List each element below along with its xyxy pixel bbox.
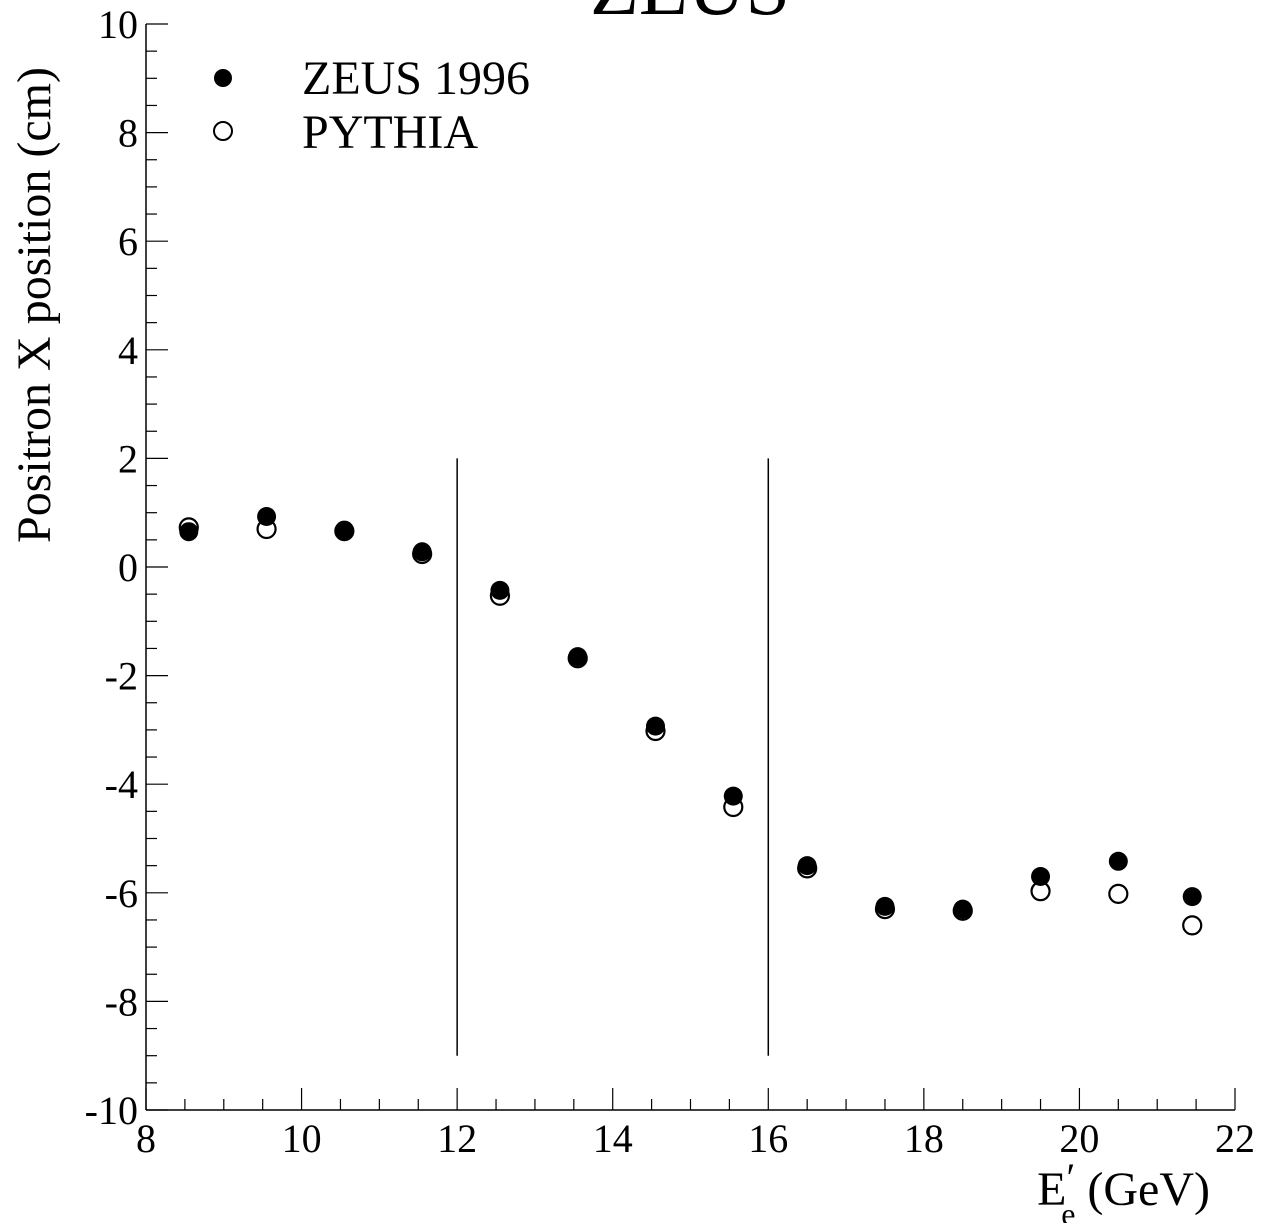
plot-frame: [145, 24, 1235, 1111]
data-point-zeus-1996: [1031, 867, 1051, 887]
y-tick-label: 8: [118, 111, 138, 156]
y-tick-label: 4: [118, 328, 138, 373]
x-axis-label-prime: ′: [1066, 1155, 1075, 1200]
y-axis-label: Positron X position (cm): [8, 67, 61, 543]
x-tick-label: 12: [437, 1116, 477, 1161]
x-tick-label: 10: [282, 1116, 322, 1161]
x-tick-label: 16: [748, 1116, 788, 1161]
x-axis-label-unit: (GeV): [1075, 1163, 1210, 1216]
data-point-zeus-1996: [412, 542, 432, 562]
legend-marker-pythia: [213, 121, 233, 141]
y-tick-label: -8: [105, 979, 138, 1024]
x-axis-label-subscript: e: [1061, 1196, 1075, 1223]
x-tick-label: 22: [1215, 1116, 1255, 1161]
cut-lines: [456, 458, 770, 1056]
y-tick-label: -4: [105, 762, 138, 807]
chart-title: ZEUS: [590, 0, 790, 32]
data-point-pythia: [1108, 883, 1129, 904]
y-tick-label: 0: [118, 545, 138, 590]
data-point-pythia: [1182, 915, 1203, 936]
y-tick-label: -6: [105, 871, 138, 916]
y-axis: -10 -8 -6 -4 -2 0 2 4 6 8 10: [85, 2, 168, 1133]
data-point-zeus-1996: [797, 856, 817, 876]
data-point-zeus-1996: [645, 716, 665, 736]
data-point-zeus-1996: [1108, 851, 1128, 871]
data-points: [178, 507, 1203, 936]
data-point-zeus-1996: [723, 786, 743, 806]
legend-label-pythia: PYTHIA: [302, 106, 478, 159]
legend-label-zeus-1996: ZEUS 1996: [302, 52, 530, 105]
data-point-zeus-1996: [1182, 887, 1202, 907]
data-point-zeus-1996: [568, 647, 588, 667]
x-tick-label: 8: [136, 1116, 156, 1161]
x-tick-label: 20: [1059, 1116, 1099, 1161]
data-point-zeus-1996: [334, 520, 354, 540]
data-point-zeus-1996: [953, 899, 973, 919]
data-point-zeus-1996: [490, 580, 510, 600]
data-point-zeus-1996: [875, 896, 895, 916]
data-point-zeus-1996: [179, 522, 199, 542]
y-tick-label: -2: [105, 654, 138, 699]
legend: ZEUS 1996 PYTHIA: [213, 52, 530, 159]
y-tick-label: 10: [98, 2, 138, 47]
x-axis-label-main: E: [1037, 1163, 1066, 1216]
legend-marker-zeus-1996: [214, 69, 232, 87]
data-point-zeus-1996: [257, 507, 277, 527]
y-tick-label: -10: [85, 1088, 138, 1133]
y-tick-label: 2: [118, 436, 138, 481]
x-tick-label: 14: [593, 1116, 633, 1161]
x-axis: 8 10 12 14 16 18 20 22: [136, 1088, 1255, 1161]
x-axis-label: E′ e (GeV): [1037, 1155, 1210, 1223]
x-tick-label: 18: [904, 1116, 944, 1161]
y-tick-label: 6: [118, 219, 138, 264]
